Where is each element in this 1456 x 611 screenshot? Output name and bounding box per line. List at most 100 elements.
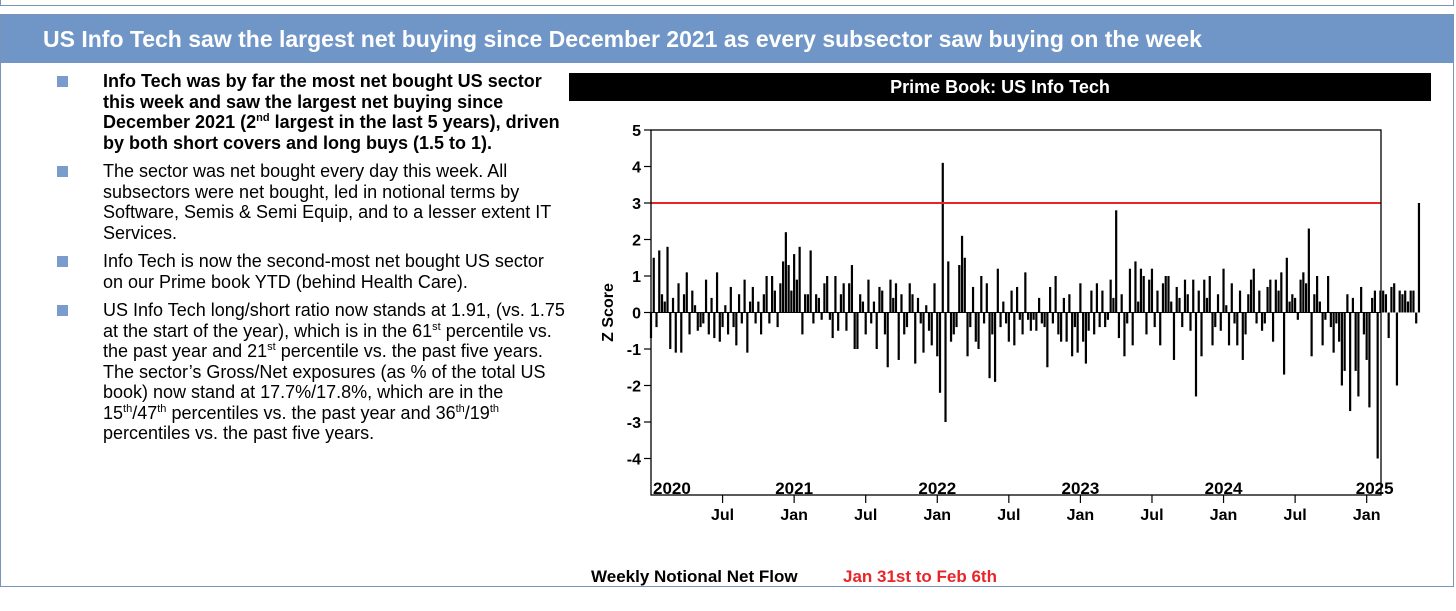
chart-bar (660, 294, 664, 313)
chart-bar (1043, 312, 1046, 328)
chart-bar (1343, 312, 1346, 371)
chart-bar (1274, 279, 1277, 313)
bullet-square-icon (57, 76, 68, 87)
chart-bar (1145, 312, 1148, 335)
chart-bar (1104, 312, 1107, 328)
chart-bar (1131, 312, 1134, 346)
chart-bar (905, 312, 909, 328)
chart-bar (837, 312, 840, 331)
chart-bar (671, 297, 675, 313)
chart-bar (817, 297, 820, 313)
chart-bar (848, 283, 851, 313)
chart-bar (718, 312, 721, 342)
chart-bar (1357, 312, 1360, 397)
chart-title: Prime Book: US Info Tech (569, 73, 1431, 101)
chart-bar (1227, 312, 1231, 346)
y-tick-label: -1 (627, 342, 641, 359)
chart-bar (809, 250, 812, 313)
chart-bar (724, 305, 727, 313)
chart-bar (674, 312, 677, 353)
chart-bar (1181, 312, 1184, 328)
chart-bar (1384, 294, 1388, 313)
chart-bar (1321, 312, 1324, 346)
chart-bar (820, 312, 823, 320)
chart-bar (897, 312, 900, 360)
chart-bar (696, 312, 699, 331)
year-label: 2021 (775, 479, 813, 498)
chart-bar (1117, 312, 1121, 339)
x-tick-label: Jul (1140, 507, 1163, 524)
chart-bar (663, 301, 666, 313)
x-tick-label: Jul (854, 507, 877, 524)
chart-bar (707, 312, 710, 335)
year-label: 2024 (1205, 479, 1243, 498)
chart-bar (1296, 312, 1299, 320)
bullet-text: Info Tech is now the second-most net bou… (103, 251, 544, 292)
year-label: 2023 (1061, 479, 1099, 498)
chart-bar (771, 276, 774, 313)
bullet-text: percentiles vs. the past five years. (103, 423, 375, 443)
chart-bar (859, 294, 862, 313)
chart-bar (1393, 283, 1396, 313)
chart-bar (1340, 312, 1343, 386)
chart-bar (1051, 312, 1054, 324)
chart-bar (936, 312, 939, 357)
chart-bar (1178, 297, 1181, 313)
chart-bar (867, 279, 870, 313)
chart-bar (1004, 312, 1008, 324)
chart-bar (1305, 283, 1308, 313)
y-tick-label: 5 (632, 123, 641, 140)
chart-bar (881, 290, 884, 313)
chart-bar (842, 283, 845, 313)
chart-bar (1258, 290, 1261, 313)
page-title: US Info Tech saw the largest net buying … (1, 15, 1453, 63)
chart-bar (1054, 276, 1057, 313)
bullet-superscript: th (489, 402, 500, 415)
y-tick-label: -4 (627, 452, 641, 469)
bullet-square-icon (57, 305, 68, 316)
x-tick-label: Jan (1067, 507, 1095, 524)
chart-bar (795, 279, 798, 313)
chart-bar (974, 312, 977, 342)
chart-bar (790, 290, 793, 313)
chart-bar (985, 283, 988, 313)
bullet-item: US Info Tech long/short ratio now stands… (45, 300, 565, 444)
chart-bar (845, 312, 848, 331)
chart-bar (1076, 312, 1079, 353)
chart-bar (1013, 312, 1016, 346)
chart-bar (1241, 312, 1244, 360)
chart-bar (944, 312, 947, 422)
bullet-superscript: th (157, 402, 167, 415)
chart-bar (1126, 312, 1129, 324)
chart-bar (784, 232, 787, 313)
chart-bar (1401, 294, 1404, 313)
chart-bar (1214, 312, 1217, 328)
chart-bar (652, 257, 655, 313)
bullet-list: Info Tech was by far the most net bought… (45, 71, 565, 452)
chart-bar (1073, 312, 1076, 328)
bullet-superscript: nd (256, 112, 270, 124)
chart-bar (1018, 312, 1021, 320)
x-tick-label: Jul (711, 507, 734, 524)
y-axis-label: Z Score (600, 283, 617, 342)
chart-bar (1271, 312, 1275, 342)
chart-bar (1024, 272, 1027, 313)
bullet-text: percentile vs. the past five years. The … (103, 341, 546, 423)
chart-bar (892, 297, 895, 313)
chart-bar (1238, 290, 1242, 313)
chart-bar (688, 312, 691, 335)
chart-bar (1156, 290, 1159, 313)
chart-bar (721, 312, 724, 328)
chart-bar (715, 272, 719, 313)
chart-bar (1112, 297, 1115, 313)
chart-bar (713, 312, 716, 339)
chart-bar (1095, 283, 1099, 313)
chart-bar (911, 294, 914, 313)
chart-bar (831, 312, 834, 339)
chart-bar (826, 276, 829, 313)
chart-bar (1222, 268, 1225, 313)
chart-bar (856, 312, 859, 349)
chart-bar (1415, 312, 1418, 324)
chart-bar (658, 250, 661, 313)
chart-bar (1244, 312, 1247, 335)
